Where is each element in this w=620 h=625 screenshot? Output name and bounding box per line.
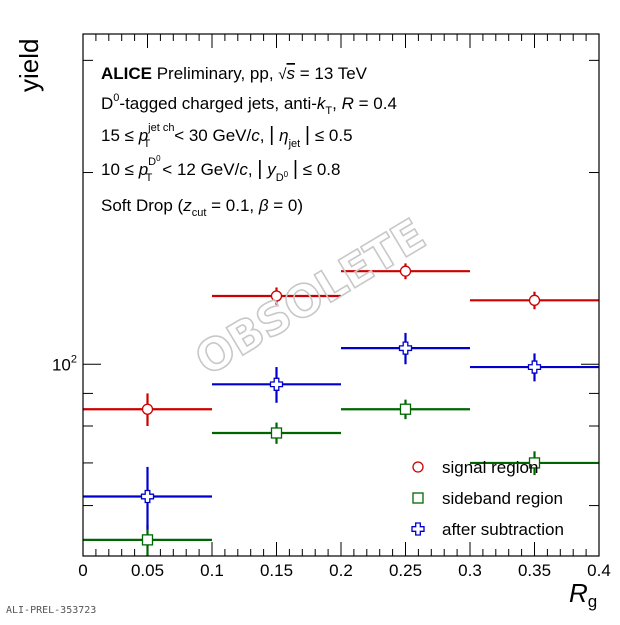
series-signal-region (83, 263, 599, 426)
legend-item: after subtraction (411, 520, 564, 539)
data-point (399, 265, 412, 277)
x-tick-label: 0.3 (458, 561, 482, 580)
legend-marker (411, 522, 425, 536)
series-sideband-region (83, 399, 599, 556)
legend: signal region sideband region after subtra… (411, 458, 564, 539)
x-tick-label: 0.1 (200, 561, 224, 580)
x-tick-label: 0 (78, 561, 87, 580)
data-point (270, 290, 283, 302)
x-tick-label: 0.4 (587, 561, 611, 580)
annotation-alice: ALICE (101, 64, 152, 83)
data-point (398, 341, 413, 355)
y-axis-title: yield (14, 39, 44, 92)
footer-id: ALI-PREL-353723 (6, 605, 96, 616)
x-tick-label: 0.05 (131, 561, 164, 580)
x-tick-label: 0.2 (329, 561, 353, 580)
plot-content (83, 263, 599, 556)
legend-marker (412, 461, 424, 473)
legend-marker (412, 492, 424, 504)
annotation-line-2: D0-tagged charged jets, anti-kT, R = 0.4 (101, 92, 397, 117)
data-point (269, 377, 284, 391)
series-after-subtraction (83, 332, 599, 530)
y-tick-label: 102 (52, 353, 77, 374)
x-axis-title-main: R (569, 578, 588, 608)
legend-label: after subtraction (442, 520, 564, 539)
data-point (141, 534, 154, 546)
axis-ticks: 0 0.05 0.1 0.15 0.2 0.25 0.3 0.35 0.4 102 (52, 34, 611, 580)
legend-item: sideband region (412, 489, 563, 508)
data-point (399, 403, 412, 415)
annotation-line-1: ALICE Preliminary, pp, √s = 13 TeV (101, 64, 368, 83)
data-point (140, 489, 155, 504)
x-tick-label: 0.15 (260, 561, 293, 580)
x-axis-title-sub: g (588, 592, 597, 611)
data-point (527, 360, 542, 374)
annotation-line-5: Soft Drop (zcut = 0.1, β = 0) (101, 196, 303, 219)
legend-item: signal region (412, 458, 538, 477)
legend-label: signal region (442, 458, 538, 477)
x-tick-label: 0.35 (518, 561, 551, 580)
data-point (141, 403, 154, 415)
legend-label: sideband region (442, 489, 563, 508)
data-point (528, 294, 541, 306)
x-axis-title: Rg (569, 578, 597, 611)
plot-frame (82, 33, 600, 557)
data-point (270, 427, 283, 439)
data-point (528, 457, 541, 469)
x-tick-label: 0.25 (389, 561, 422, 580)
